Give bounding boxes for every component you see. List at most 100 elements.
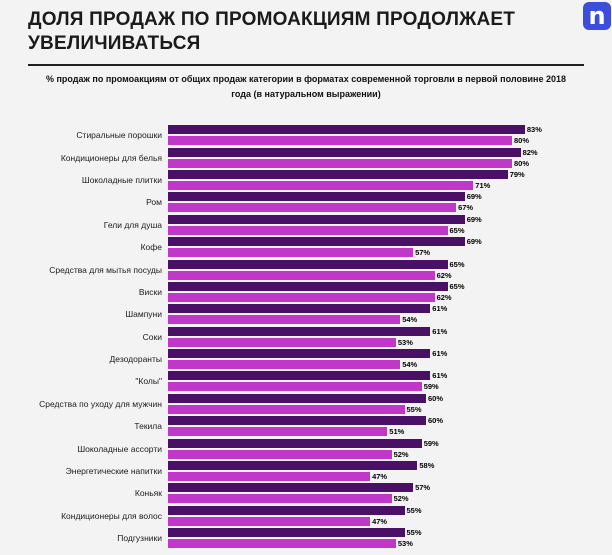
bar-row: 52%: [168, 494, 612, 504]
bar-value-label: 57%: [415, 248, 431, 258]
bar-value-label: 53%: [397, 539, 413, 549]
bar-dark-purple: [168, 237, 465, 247]
category-label: Коньяк: [134, 488, 162, 499]
bar-value-label: 54%: [402, 315, 418, 325]
bar-value-label: 65%: [449, 281, 465, 291]
bar-dark-purple: [168, 259, 448, 269]
bar-value-label: 59%: [423, 382, 439, 392]
bar-magenta: [168, 315, 401, 325]
category-label: Дезодоранты: [109, 354, 162, 365]
category-label: Соки: [142, 331, 162, 342]
category-label: Средства по уходу для мужчин: [39, 398, 162, 409]
bar-value-label: 65%: [449, 225, 465, 235]
bar-row: 65%: [168, 259, 612, 269]
bar-magenta: [168, 158, 512, 168]
category-row: Кондиционеры для белья 82% 80%: [0, 146, 612, 168]
bar-row: 55%: [168, 528, 612, 538]
category-row: Стиральные порошки 83% 80%: [0, 124, 612, 146]
bar-value-label: 61%: [432, 371, 448, 381]
category-label: Текила: [134, 421, 162, 432]
page-title: ДОЛЯ ПРОДАЖ ПО ПРОМОАКЦИЯМ ПРОДОЛЖАЕТ УВ…: [28, 9, 516, 55]
category-row: Средства для мытья посуды 65% 62%: [0, 258, 612, 280]
category-row: Шоколадные плитки 79% 71%: [0, 169, 612, 191]
bar-row: 83%: [168, 125, 612, 135]
bar-row: 57%: [168, 483, 612, 493]
bar-value-label: 69%: [466, 214, 482, 224]
bar-value-label: 51%: [389, 427, 405, 437]
bar-dark-purple: [168, 304, 431, 314]
chart: Стиральные порошки 83% 80% Кондиционеры для…: [0, 124, 612, 549]
bar-magenta: [168, 472, 371, 482]
bar-magenta: [168, 180, 474, 190]
category-row: Шоколадные ассорти 59% 52%: [0, 437, 612, 459]
bar-value-label: 62%: [436, 292, 452, 302]
bar-row: 59%: [168, 438, 612, 448]
bar-value-label: 52%: [393, 494, 409, 504]
bar-magenta: [168, 225, 448, 235]
bar-row: 61%: [168, 304, 612, 314]
bar-group: 55% 47%: [168, 505, 612, 526]
bar-value-label: 55%: [406, 528, 422, 538]
bar-group: 65% 62%: [168, 281, 612, 302]
bar-row: 69%: [168, 214, 612, 224]
category-label: Стиральные порошки: [76, 130, 162, 141]
category-label: Кондиционеры для волос: [61, 510, 162, 521]
bar-row: 47%: [168, 516, 612, 526]
bar-group: 55% 53%: [168, 528, 612, 549]
category-row: Виски 65% 62%: [0, 281, 612, 303]
bar-magenta: [168, 270, 435, 280]
bar-row: 69%: [168, 237, 612, 247]
bar-value-label: 47%: [372, 472, 388, 482]
category-label: Ром: [146, 197, 162, 208]
bar-group: 61% 53%: [168, 326, 612, 347]
bar-group: 59% 52%: [168, 438, 612, 459]
bar-group: 79% 71%: [168, 169, 612, 190]
bar-dark-purple: [168, 281, 448, 291]
bar-dark-purple: [168, 461, 418, 471]
bar-value-label: 67%: [458, 203, 474, 213]
bar-row: 53%: [168, 337, 612, 347]
bar-row: 65%: [168, 225, 612, 235]
bar-row: 65%: [168, 281, 612, 291]
bar-magenta: [168, 248, 414, 258]
bar-dark-purple: [168, 125, 525, 135]
category-row: Средства по уходу для мужчин 60% 55%: [0, 393, 612, 415]
category-label: Шампуни: [125, 309, 162, 320]
bar-row: 55%: [168, 404, 612, 414]
bar-row: 54%: [168, 315, 612, 325]
bar-group: 83% 80%: [168, 125, 612, 146]
header: ДОЛЯ ПРОДАЖ ПО ПРОМОАКЦИЯМ ПРОДОЛЖАЕТ УВ…: [28, 8, 584, 66]
bar-value-label: 52%: [393, 449, 409, 459]
category-row: Дезодоранты 61% 54%: [0, 348, 612, 370]
title-underline: [28, 63, 584, 66]
bar-value-label: 60%: [428, 416, 444, 426]
category-label: "Колы": [135, 376, 162, 387]
category-row: Ром 69% 67%: [0, 191, 612, 213]
bar-value-label: 61%: [432, 349, 448, 359]
bar-magenta: [168, 449, 392, 459]
bar-dark-purple: [168, 169, 508, 179]
category-label: Шоколадные ассорти: [77, 443, 162, 454]
bar-group: 69% 65%: [168, 214, 612, 235]
bar-value-label: 79%: [509, 169, 525, 179]
bar-group: 82% 80%: [168, 147, 612, 168]
bar-value-label: 53%: [397, 337, 413, 347]
bar-group: 57% 52%: [168, 483, 612, 504]
bar-row: 51%: [168, 427, 612, 437]
bar-dark-purple: [168, 505, 405, 515]
bar-group: 61% 54%: [168, 349, 612, 370]
category-row: Энергетические напитки 58% 47%: [0, 460, 612, 482]
bar-magenta: [168, 494, 392, 504]
bar-row: 80%: [168, 136, 612, 146]
bar-dark-purple: [168, 214, 465, 224]
bar-group: 61% 59%: [168, 371, 612, 392]
bar-row: 59%: [168, 382, 612, 392]
bar-value-label: 62%: [436, 270, 452, 280]
bar-row: 69%: [168, 192, 612, 202]
category-row: Подгузники 55% 53%: [0, 527, 612, 549]
bar-row: 79%: [168, 169, 612, 179]
bar-row: 53%: [168, 539, 612, 549]
bar-dark-purple: [168, 147, 521, 157]
bar-dark-purple: [168, 393, 426, 403]
bar-row: 82%: [168, 147, 612, 157]
